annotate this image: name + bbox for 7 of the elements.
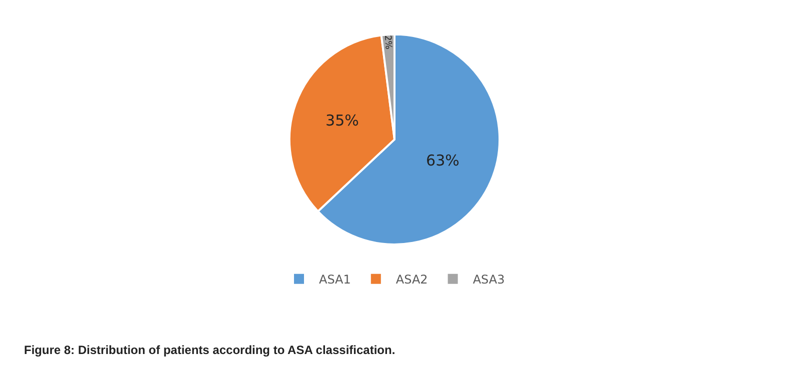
data-label: 2% xyxy=(382,34,393,50)
legend-label: ASA2 xyxy=(396,272,428,287)
data-label: 35% xyxy=(326,112,359,130)
legend-label: ASA3 xyxy=(472,272,505,287)
legend-label: ASA1 xyxy=(319,272,351,287)
data-label: 63% xyxy=(426,151,460,170)
caption: Figure 8: Distribution of patients according to ASA classification. xyxy=(24,343,396,357)
